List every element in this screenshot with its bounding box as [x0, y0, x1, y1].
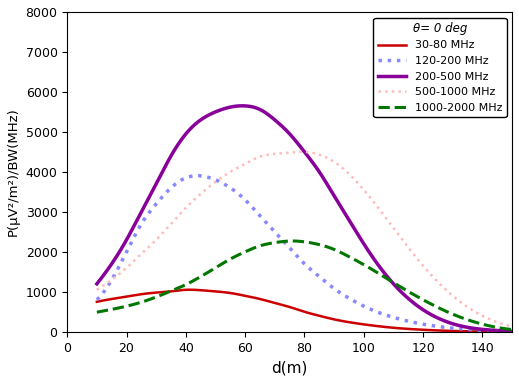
120-200 MHz	[319, 277, 325, 282]
30-80 MHz	[319, 314, 325, 319]
1000-2000 MHz	[319, 243, 325, 248]
500-1000 MHz	[435, 280, 441, 285]
1000-2000 MHz	[94, 310, 100, 314]
1000-2000 MHz	[289, 239, 295, 243]
Y-axis label: P(μV²/m²)/BW(MHz): P(μV²/m²)/BW(MHz)	[7, 107, 20, 236]
500-1000 MHz	[291, 150, 297, 155]
Line: 1000-2000 MHz: 1000-2000 MHz	[97, 241, 512, 330]
500-1000 MHz	[342, 168, 348, 172]
200-500 MHz	[509, 329, 515, 333]
30-80 MHz	[435, 328, 441, 333]
200-500 MHz	[342, 211, 348, 215]
1000-2000 MHz	[435, 305, 441, 310]
30-80 MHz	[94, 299, 100, 304]
500-1000 MHz	[500, 322, 506, 327]
30-80 MHz	[342, 319, 348, 324]
Line: 120-200 MHz: 120-200 MHz	[97, 176, 512, 331]
1000-2000 MHz	[500, 326, 506, 331]
200-500 MHz	[500, 329, 506, 333]
Line: 30-80 MHz: 30-80 MHz	[97, 290, 512, 332]
30-80 MHz	[292, 306, 298, 311]
500-1000 MHz	[293, 150, 299, 154]
1000-2000 MHz	[294, 239, 301, 243]
120-200 MHz	[292, 251, 298, 256]
200-500 MHz	[292, 138, 298, 142]
500-1000 MHz	[299, 149, 306, 154]
200-500 MHz	[319, 174, 325, 179]
30-80 MHz	[500, 329, 506, 334]
1000-2000 MHz	[342, 252, 348, 257]
200-500 MHz	[94, 282, 100, 286]
200-500 MHz	[435, 316, 441, 320]
500-1000 MHz	[94, 288, 100, 292]
120-200 MHz	[500, 329, 506, 333]
30-80 MHz	[509, 330, 515, 334]
120-200 MHz	[195, 173, 201, 178]
500-1000 MHz	[319, 154, 325, 158]
120-200 MHz	[94, 298, 100, 302]
1000-2000 MHz	[509, 327, 515, 332]
30-80 MHz	[294, 307, 301, 312]
Legend: 30-80 MHz, 120-200 MHz, 200-500 MHz, 500-1000 MHz, 1000-2000 MHz: 30-80 MHz, 120-200 MHz, 200-500 MHz, 500…	[374, 18, 507, 117]
30-80 MHz	[187, 287, 193, 292]
Line: 500-1000 MHz: 500-1000 MHz	[97, 152, 512, 327]
200-500 MHz	[239, 104, 245, 108]
200-500 MHz	[294, 141, 301, 145]
120-200 MHz	[509, 329, 515, 333]
120-200 MHz	[342, 293, 348, 298]
500-1000 MHz	[509, 324, 515, 329]
1000-2000 MHz	[292, 239, 298, 243]
X-axis label: d(m): d(m)	[271, 360, 308, 375]
Line: 200-500 MHz: 200-500 MHz	[97, 106, 512, 331]
120-200 MHz	[435, 324, 441, 329]
120-200 MHz	[294, 254, 301, 259]
